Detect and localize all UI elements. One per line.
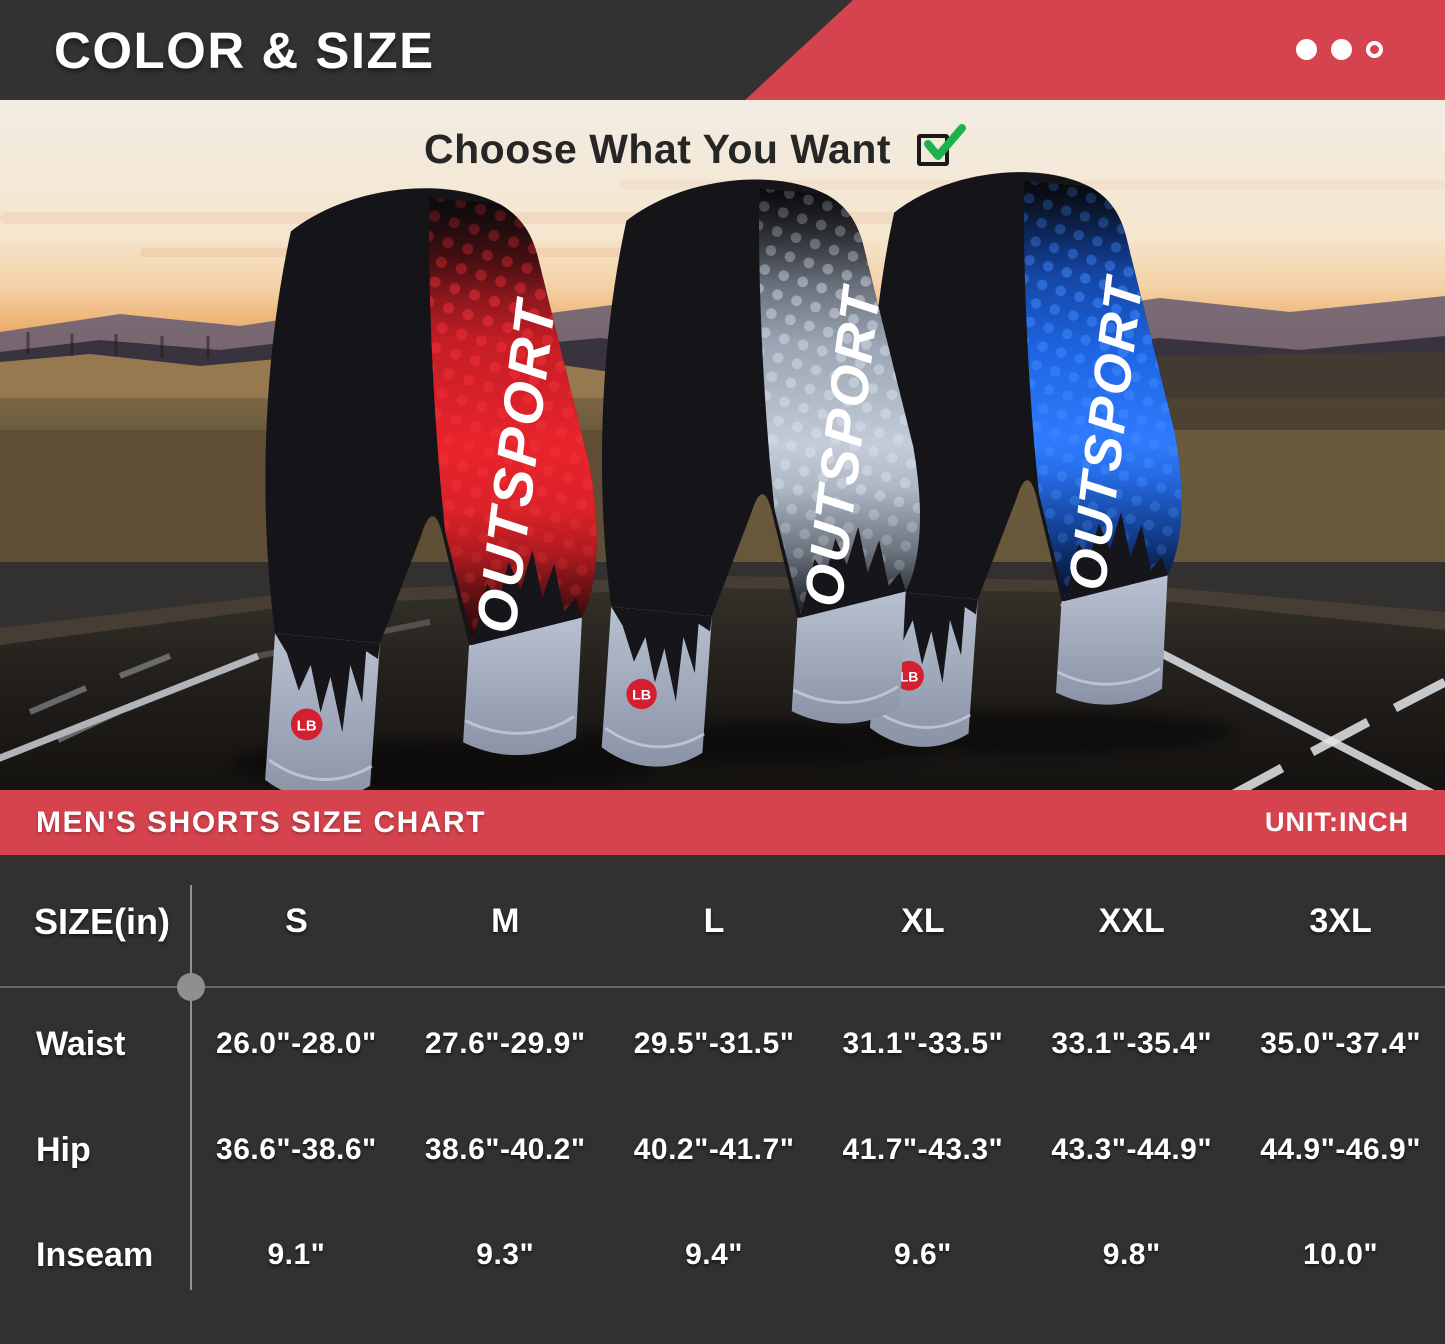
lb-badge-text: LB <box>900 668 919 684</box>
inseam-value-3xl: 10.0" <box>1303 1238 1379 1271</box>
table-horizontal-divider <box>0 986 1445 988</box>
road-scene: OUTSPORT LB OUTSPORT LB <box>0 100 1445 795</box>
carousel-dot-outline-3 <box>1366 41 1383 58</box>
hero-caption: Choose What You Want <box>424 123 967 173</box>
header-dark-wedge <box>0 0 853 100</box>
size-chart-banner: MEN'S SHORTS SIZE CHART UNIT:INCH <box>0 790 1445 855</box>
size-chart-table: SIZE(in) S M L XL XXL 3XL Waist 26.0"-28… <box>0 855 1445 1344</box>
inseam-value-xl: 9.6" <box>893 1238 952 1271</box>
column-header-s: S <box>285 902 308 940</box>
column-header-size: SIZE(in) <box>34 900 170 942</box>
row-label-waist: Waist <box>36 1024 126 1063</box>
shorts-gray: OUTSPORT LB <box>601 179 920 767</box>
hip-value-s: 36.6"-38.6" <box>216 1133 377 1166</box>
column-header-3xl: 3XL <box>1309 902 1372 940</box>
column-header-xxl: XXL <box>1098 902 1165 940</box>
road-skid-marks <box>28 653 172 743</box>
column-header-m: M <box>491 902 520 940</box>
fence-posts <box>26 332 210 358</box>
carousel-dot-filled-2 <box>1331 39 1352 60</box>
inseam-value-xxl: 9.8" <box>1102 1238 1161 1271</box>
lb-badge-text: LB <box>297 718 317 734</box>
row-label-inseam: Inseam <box>36 1235 154 1274</box>
waist-value-l: 29.5"-31.5" <box>633 1027 795 1060</box>
lb-badge-circle <box>290 708 323 741</box>
carousel-dot-filled-1 <box>1296 39 1317 60</box>
inseam-value-s: 9.1" <box>267 1238 326 1271</box>
hip-value-3xl: 44.9"-46.9" <box>1260 1133 1421 1166</box>
column-header-xl: XL <box>901 902 945 940</box>
column-header-l: L <box>703 902 725 940</box>
hero-photo: OUTSPORT LB OUTSPORT LB <box>0 100 1445 795</box>
caption-text: Choose What You Want <box>424 126 892 172</box>
hip-value-l: 40.2"-41.7" <box>633 1133 795 1166</box>
inseam-value-m: 9.3" <box>476 1238 535 1271</box>
header-banner: COLOR & SIZE <box>0 0 1445 100</box>
size-chart-title: MEN'S SHORTS SIZE CHART <box>36 805 486 839</box>
unit-label: UNIT:INCH <box>1265 807 1409 837</box>
hip-value-xl: 41.7"-43.3" <box>842 1133 1004 1166</box>
waist-value-m: 27.6"-29.9" <box>424 1027 586 1060</box>
waist-value-s: 26.0"-28.0" <box>216 1027 377 1060</box>
divider-node <box>177 973 205 1001</box>
waist-value-xl: 31.1"-33.5" <box>842 1027 1004 1060</box>
checked-checkbox-icon <box>917 123 967 166</box>
table-vertical-divider <box>190 885 192 1290</box>
carousel-dots <box>1296 39 1383 60</box>
road-edge-line-left <box>0 652 260 762</box>
page-title: COLOR & SIZE <box>54 22 435 79</box>
waist-value-3xl: 35.0"-37.4" <box>1260 1027 1421 1060</box>
lb-badge-text: LB <box>632 688 651 704</box>
hip-value-xxl: 43.3"-44.9" <box>1051 1133 1213 1166</box>
lb-badge-circle <box>626 678 657 710</box>
inseam-value-l: 9.4" <box>685 1238 744 1271</box>
waist-value-xxl: 33.1"-35.4" <box>1051 1027 1213 1060</box>
shorts-blue: OUTSPORT LB <box>869 172 1182 747</box>
hip-value-m: 38.6"-40.2" <box>424 1133 586 1166</box>
shorts-red: OUTSPORT LB <box>265 188 597 795</box>
row-label-hip: Hip <box>36 1130 91 1169</box>
